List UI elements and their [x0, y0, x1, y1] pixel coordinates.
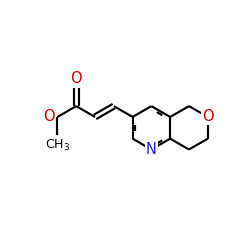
Text: O: O: [43, 110, 54, 124]
Text: N: N: [146, 142, 157, 157]
Text: O: O: [70, 71, 82, 86]
Text: O: O: [202, 110, 213, 124]
Text: CH$_3$: CH$_3$: [45, 138, 70, 153]
